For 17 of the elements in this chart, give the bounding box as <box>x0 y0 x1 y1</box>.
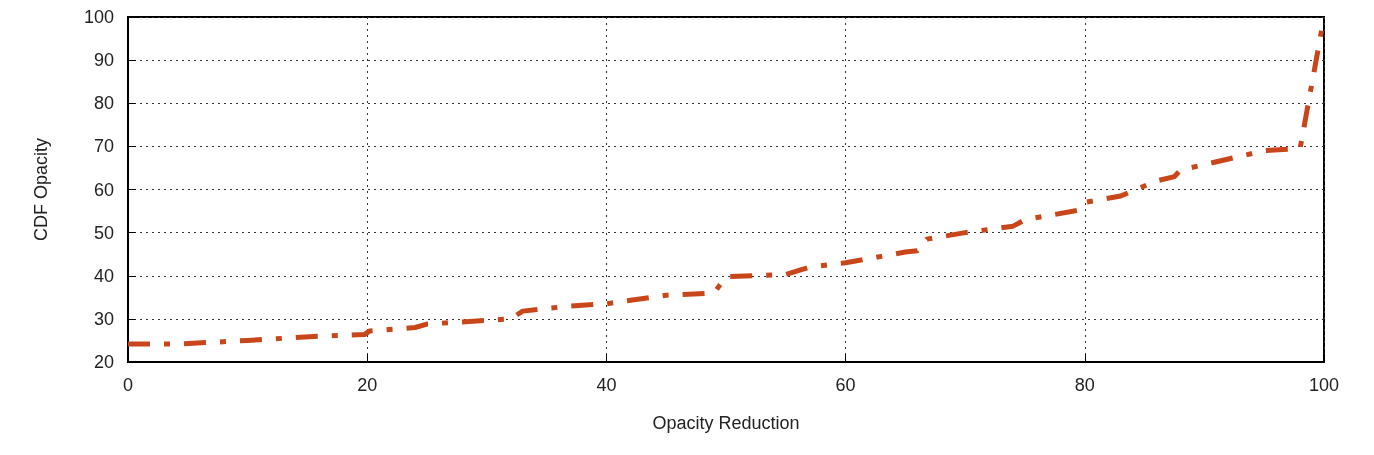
x-axis-title: Opacity Reduction <box>652 413 800 433</box>
y-axis-title: CDF Opacity <box>31 137 51 242</box>
x-tick-label: 60 <box>835 375 856 395</box>
y-tick-label: 20 <box>93 352 114 372</box>
y-tick-label: 100 <box>83 7 114 27</box>
x-tick-label: 0 <box>122 375 134 395</box>
x-tick-label: 80 <box>1074 375 1095 395</box>
y-tick-label: 70 <box>93 136 114 157</box>
y-tick-label: 90 <box>93 50 114 71</box>
x-tick-label: 100 <box>1308 375 1340 395</box>
x-tick-label: 40 <box>596 375 617 395</box>
y-tick-label: 80 <box>93 93 114 114</box>
y-tick-label: 60 <box>93 179 114 200</box>
x-tick-label: 20 <box>357 375 378 395</box>
y-tick-label: 40 <box>93 265 114 286</box>
y-tick-label: 30 <box>93 308 114 329</box>
y-tick-label: 50 <box>93 222 114 243</box>
